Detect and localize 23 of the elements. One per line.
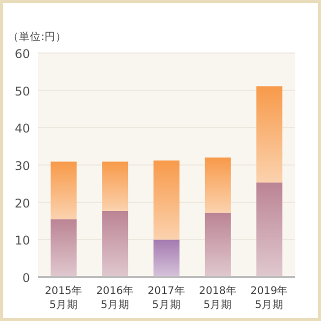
bar xyxy=(256,182,282,277)
y-tick-label: 20 xyxy=(14,196,30,210)
bar xyxy=(50,219,77,277)
y-tick-label: 10 xyxy=(14,234,30,248)
y-tick-label: 50 xyxy=(14,84,30,98)
text: （単位:円） xyxy=(8,31,67,43)
bar xyxy=(102,210,128,277)
y-tick-label: 40 xyxy=(14,122,30,136)
x-tick-label: 2015年 5月期 xyxy=(44,285,83,311)
x-tick-label: 2019年 5月期 xyxy=(250,285,288,311)
y-tick-label: 0 xyxy=(22,271,30,285)
bar xyxy=(102,162,128,211)
x-tick-label: 2016年 5月期 xyxy=(96,285,134,311)
bar xyxy=(204,212,231,277)
y-tick-label: 60 xyxy=(14,47,30,61)
bar xyxy=(154,160,180,240)
x-tick-label: 2018年 5月期 xyxy=(199,285,237,311)
bar xyxy=(154,240,180,277)
bar xyxy=(50,162,77,220)
y-tick-label: 30 xyxy=(14,159,30,173)
bar xyxy=(256,86,282,183)
x-tick-label: 2017年 5月期 xyxy=(148,285,186,311)
bar xyxy=(204,158,231,213)
